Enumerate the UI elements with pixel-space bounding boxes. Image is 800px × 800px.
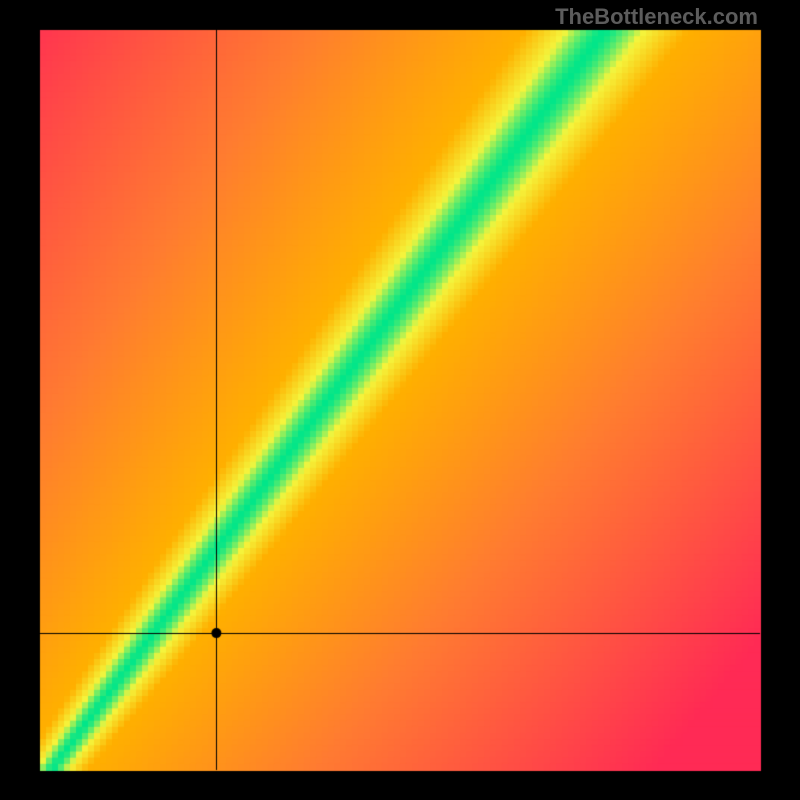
chart-container: TheBottleneck.com <box>0 0 800 800</box>
watermark-label: TheBottleneck.com <box>555 4 758 30</box>
bottleneck-heatmap <box>0 0 800 800</box>
